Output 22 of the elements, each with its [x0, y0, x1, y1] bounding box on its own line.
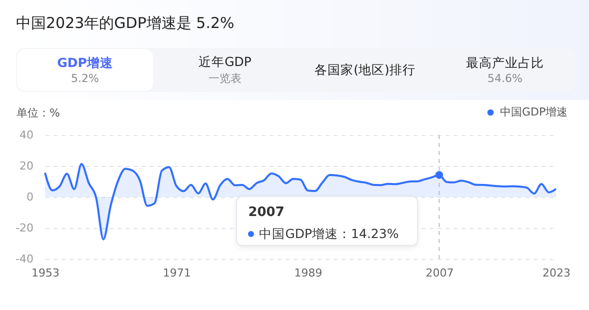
y-axis-title: 单位：% [16, 106, 60, 120]
x-tick-label: 1953 [32, 266, 60, 280]
text: 各国家(地区)排行 [314, 62, 416, 78]
y-tick-label: -40 [16, 252, 34, 266]
text: 最高产业占比 [466, 55, 544, 72]
y-tick-label: 20 [20, 160, 34, 172]
annotation: 2007 [248, 204, 286, 221]
text: 5.2% [71, 72, 99, 85]
text: GDP增速 [57, 55, 113, 72]
chart-title: 中国2023年的GDP增速是 5.2% [16, 14, 234, 33]
x-tick-label: 1989 [294, 266, 322, 280]
x-tick-label: 2007 [426, 266, 454, 280]
legend-label: 中国GDP增速 [500, 106, 568, 118]
y-tick-label: 40 [20, 128, 34, 142]
x-tick-label: 2023 [542, 266, 570, 280]
annotation: 中国GDP增速：14.23% [259, 226, 399, 242]
y-tick-label: 0 [26, 190, 34, 204]
text: 近年GDP [198, 54, 252, 71]
text: 54.6% [488, 72, 522, 85]
x-tick-label: 1971 [162, 266, 191, 280]
text: 一览表 [208, 71, 242, 86]
y-tick-label: -20 [16, 222, 34, 234]
